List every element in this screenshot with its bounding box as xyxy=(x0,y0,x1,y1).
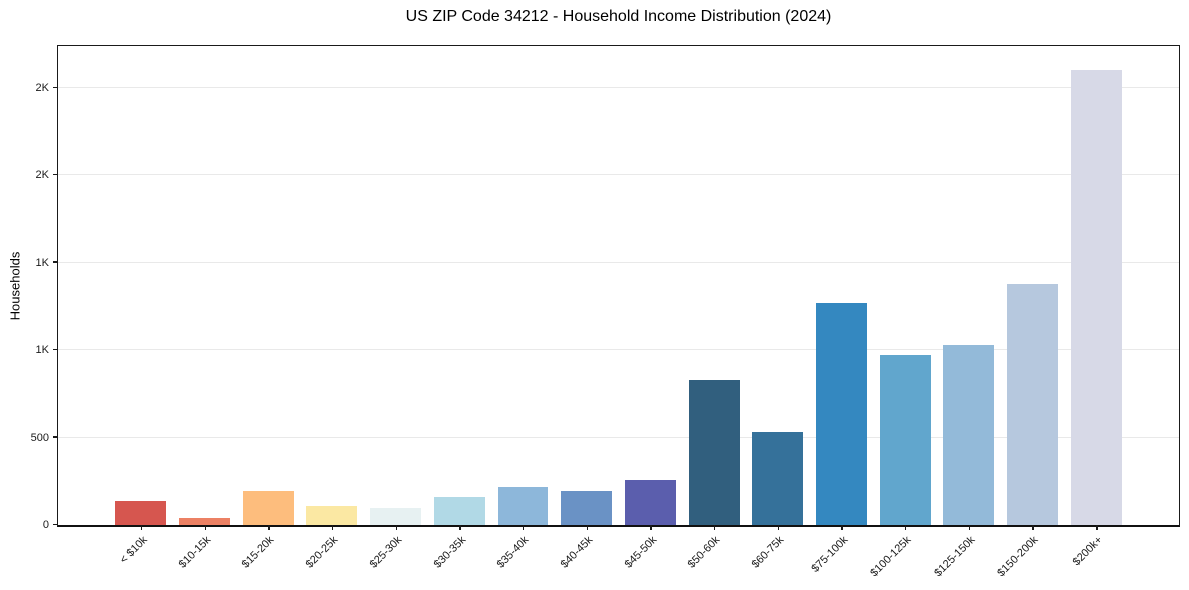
x-tick-mark xyxy=(140,525,143,530)
bar-slot: $50-60k xyxy=(682,46,746,571)
y-tick-label: 1K xyxy=(35,344,49,357)
bar-35-40k xyxy=(497,487,549,525)
x-tick-mark xyxy=(714,525,716,530)
bar-slot: $200k+ xyxy=(1064,46,1128,568)
bar-slot: $20-25k xyxy=(300,46,364,571)
x-tick-mark xyxy=(968,525,971,530)
plot-area: 0 500 1K 1K 2K 2K < $10k $10-15k $15-20k $20-25k… xyxy=(31,45,1180,579)
y-tick-mark xyxy=(53,173,58,176)
y-tick-label: 1K xyxy=(35,256,49,269)
x-tick-mark xyxy=(586,525,589,530)
gridline-2000 xyxy=(58,174,1179,176)
x-tick-label: $125-150k xyxy=(932,534,978,580)
bar-slot: $100-125k xyxy=(868,46,937,579)
bar-slot: < $10k xyxy=(109,46,173,566)
bar-45-50k xyxy=(624,480,676,525)
bar-slot: $150-200k xyxy=(996,46,1065,579)
y-tick-mark xyxy=(53,436,58,438)
bar-50-60k xyxy=(688,379,740,525)
gridline-1000 xyxy=(58,349,1179,351)
x-tick-mark xyxy=(522,525,525,530)
x-tick-label: $100-125k xyxy=(868,534,914,580)
bar-150-200k xyxy=(1007,283,1058,525)
bar-30-35k xyxy=(433,497,485,525)
bar-20-25k xyxy=(306,505,358,525)
bar-25-30k xyxy=(370,507,422,525)
bar-slot: $10-15k xyxy=(173,46,237,571)
y-tick-label: 0 xyxy=(42,519,49,531)
x-tick-label: $35-40k xyxy=(494,534,532,571)
gridline-500 xyxy=(58,436,1179,438)
x-tick-label: $50-60k xyxy=(685,534,723,571)
y-tick-mark xyxy=(53,261,58,263)
bars-row: < $10k $10-15k $15-20k $20-25k $25-30k $30-35… xyxy=(58,46,1179,579)
x-tick-mark xyxy=(459,525,461,530)
bar-slot: $30-35k xyxy=(427,46,491,571)
y-tick-mark xyxy=(53,523,58,525)
y-tick-label: 2K xyxy=(35,81,49,94)
x-tick-label: $20-25k xyxy=(303,534,341,571)
x-tick-label: $25-30k xyxy=(367,534,405,571)
bar-75-100k xyxy=(815,302,867,525)
x-tick-mark xyxy=(204,525,206,530)
bar-15-20k xyxy=(242,490,294,525)
bar-slot: $25-30k xyxy=(364,46,428,571)
x-tick-mark xyxy=(650,525,652,530)
x-tick-label: < $10k xyxy=(117,534,150,567)
x-tick-label: $10-15k xyxy=(176,534,214,571)
y-tick-mark xyxy=(53,86,58,88)
x-tick-label: $45-50k xyxy=(622,534,659,571)
x-tick-mark xyxy=(1096,525,1098,530)
y-tick-label: 500 xyxy=(30,431,49,444)
x-tick-label: $75-100k xyxy=(808,534,850,575)
x-tick-label: $60-75k xyxy=(749,534,787,571)
bar-200k xyxy=(1070,70,1122,525)
x-tick-label: $40-45k xyxy=(558,534,596,571)
x-tick-label: $30-35k xyxy=(431,534,468,571)
bar-125-150k xyxy=(943,344,995,525)
bar-100-125k xyxy=(879,354,931,525)
x-tick-mark xyxy=(841,525,843,530)
x-tick-mark xyxy=(1032,525,1034,530)
x-tick-mark xyxy=(268,525,270,530)
gridline-1500 xyxy=(58,261,1179,263)
bar-40-45k xyxy=(561,490,613,525)
bar-slot: $125-150k xyxy=(932,46,1001,579)
bar-10-15k xyxy=(179,518,230,525)
bar-slot: $75-100k xyxy=(809,46,874,575)
bar-slot: $45-50k xyxy=(619,46,683,571)
bar-10k xyxy=(115,501,167,525)
bar-60-75k xyxy=(752,432,804,525)
x-tick-mark xyxy=(331,525,334,530)
y-tick-mark xyxy=(53,348,58,351)
x-tick-label: $150-200k xyxy=(995,534,1041,580)
x-tick-mark xyxy=(905,525,907,530)
y-tick-label: 2K xyxy=(35,169,49,182)
x-tick-label: $200k+ xyxy=(1070,534,1105,569)
chart-title: US ZIP Code 34212 - Household Income Dis… xyxy=(405,8,832,25)
bar-slot: $60-75k xyxy=(746,46,810,571)
bar-slot: $15-20k xyxy=(236,46,300,571)
gridline-2500 xyxy=(58,86,1179,88)
y-axis-label: Households xyxy=(7,251,23,321)
bar-slot: $40-45k xyxy=(555,46,619,571)
x-tick-mark xyxy=(395,525,397,530)
bar-slot: $35-40k xyxy=(491,46,555,571)
x-tick-label: $15-20k xyxy=(240,534,277,571)
x-tick-mark xyxy=(777,525,780,530)
